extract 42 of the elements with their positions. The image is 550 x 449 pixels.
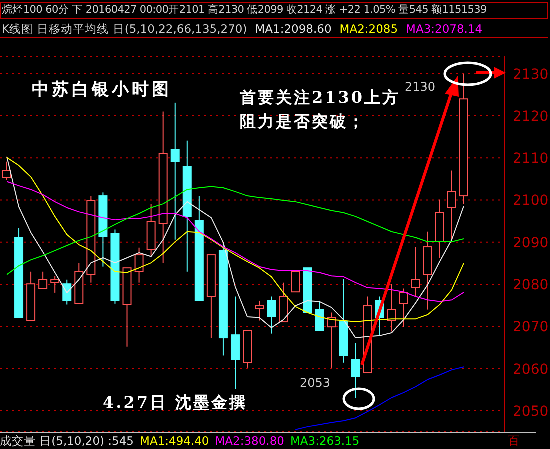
text: MA2:380.80 bbox=[215, 433, 284, 449]
text: 百 bbox=[508, 433, 520, 449]
candlestick bbox=[158, 111, 168, 264]
y-tick-label: 2070 bbox=[513, 320, 549, 336]
candlestick bbox=[423, 231, 432, 310]
y-tick-label: 2090 bbox=[513, 235, 549, 252]
y-tick-label: 2110 bbox=[513, 151, 549, 168]
text: 中苏白银小时图 bbox=[32, 80, 172, 100]
candlestick bbox=[351, 342, 360, 399]
annotation: 4.27日 沈墨金撰 bbox=[103, 393, 248, 414]
candlestick bbox=[50, 276, 60, 294]
legend-title: K线图 日移动平均线 日(5,10,22,66,135,270) bbox=[2, 21, 248, 37]
line-series bbox=[6, 186, 464, 276]
candlestick bbox=[387, 284, 396, 332]
annotation: 阻力是否突破； bbox=[240, 112, 366, 133]
candlestick bbox=[255, 300, 264, 322]
y-tick-label: 2060 bbox=[513, 362, 549, 378]
candlestick bbox=[447, 170, 456, 242]
line-series bbox=[295, 366, 464, 430]
candlestick bbox=[230, 296, 240, 390]
candlestick bbox=[170, 102, 180, 240]
candlestick bbox=[435, 199, 444, 258]
candlestick bbox=[339, 278, 348, 364]
text: MA1:494.40 bbox=[140, 433, 210, 449]
candlestick bbox=[182, 140, 192, 272]
y-tick-label: 2080 bbox=[513, 278, 549, 294]
y-tick-label: 2120 bbox=[513, 108, 549, 125]
text: MA3:2078.14 bbox=[406, 21, 483, 37]
annotation: 2053 bbox=[300, 376, 331, 390]
chart-title: 烷烃100 60分 下 20160427 00:00开2101 高2130 低2099 收2124 涨 +22 1.05% 量545 额1151539 bbox=[2, 4, 487, 16]
candlestick bbox=[459, 73, 468, 205]
text: MA2:2085 bbox=[340, 21, 398, 37]
y-tick-label: 2050 bbox=[513, 404, 549, 420]
y-tick-label: 2100 bbox=[513, 193, 549, 210]
candlestick bbox=[98, 192, 108, 268]
text: 成交量 日(5,10,20) :545 bbox=[0, 433, 134, 449]
text: MA3:263.15 bbox=[290, 433, 360, 449]
text: MA1:2098.60 bbox=[255, 21, 332, 37]
annotation: 2130 bbox=[405, 80, 436, 94]
annotation: 首要关注2130上方 bbox=[240, 88, 401, 109]
candlestick bbox=[267, 296, 276, 334]
y-tick-label: 2130 bbox=[513, 66, 549, 83]
